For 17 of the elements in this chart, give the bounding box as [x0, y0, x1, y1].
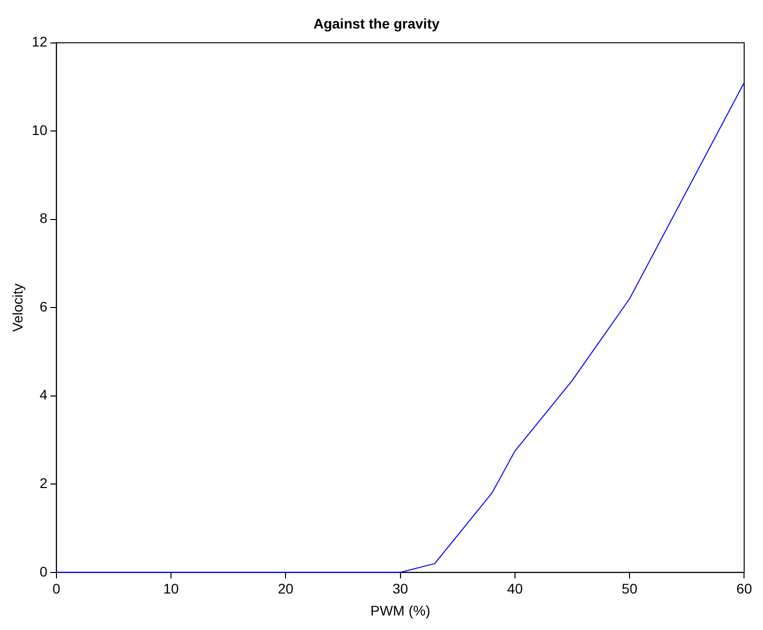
y-tick-label: 6 — [40, 298, 48, 314]
y-tick-label: 4 — [40, 386, 48, 403]
chart-title: Against the gravity — [313, 15, 440, 32]
y-tick-label: 12 — [32, 34, 48, 50]
y-tick-label: 0 — [40, 563, 48, 580]
y-tick-label: 10 — [32, 122, 48, 138]
y-tick-label: 8 — [40, 210, 48, 226]
y-axis-title: Velocity — [9, 283, 26, 332]
x-axis-title: PWM (%) — [370, 602, 430, 618]
x-tick-label: 50 — [622, 580, 638, 597]
x-tick-label: 0 — [52, 580, 60, 597]
x-tick-label: 20 — [278, 580, 294, 597]
x-tick-label: 10 — [163, 580, 180, 597]
y-tick-label: 2 — [40, 474, 48, 491]
x-tick-label: 60 — [736, 580, 752, 597]
x-tick-label: 30 — [392, 580, 408, 597]
x-tick-label: 40 — [507, 580, 523, 597]
